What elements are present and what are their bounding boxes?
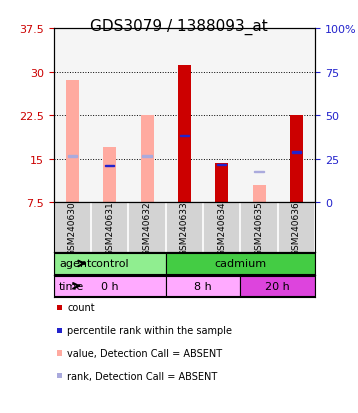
Text: percentile rank within the sample: percentile rank within the sample (67, 325, 232, 335)
Text: 8 h: 8 h (194, 281, 212, 291)
Text: rank, Detection Call = ABSENT: rank, Detection Call = ABSENT (67, 371, 218, 381)
Text: control: control (90, 259, 129, 269)
Text: value, Detection Call = ABSENT: value, Detection Call = ABSENT (67, 348, 222, 358)
FancyBboxPatch shape (166, 254, 315, 274)
Bar (103, 148, 116, 203)
Text: GSM240631: GSM240631 (105, 200, 114, 255)
Text: agent: agent (59, 259, 91, 269)
Text: cadmium: cadmium (214, 259, 266, 269)
Text: GSM240633: GSM240633 (180, 200, 189, 255)
Text: GSM240634: GSM240634 (217, 201, 226, 255)
Bar (215, 164, 228, 203)
Bar (66, 81, 79, 203)
Text: GSM240635: GSM240635 (255, 200, 263, 255)
FancyBboxPatch shape (54, 254, 166, 274)
Bar (142, 156, 152, 157)
Bar (180, 135, 189, 137)
Bar (290, 116, 303, 203)
Text: GDS3079 / 1388093_at: GDS3079 / 1388093_at (90, 19, 268, 35)
FancyBboxPatch shape (240, 276, 315, 296)
FancyBboxPatch shape (166, 276, 240, 296)
Text: GSM240630: GSM240630 (68, 200, 77, 255)
FancyBboxPatch shape (54, 276, 166, 296)
Bar (255, 171, 264, 173)
Text: count: count (67, 303, 95, 313)
Bar (217, 164, 226, 166)
Bar (178, 65, 191, 203)
Bar (140, 116, 154, 203)
Text: time: time (59, 281, 84, 291)
Bar (68, 156, 77, 157)
Text: 0 h: 0 h (101, 281, 118, 291)
Bar (105, 166, 114, 167)
Bar (252, 185, 266, 203)
Text: GSM240632: GSM240632 (142, 201, 151, 255)
Text: 20 h: 20 h (265, 281, 290, 291)
Bar (292, 152, 301, 153)
Text: GSM240636: GSM240636 (292, 200, 301, 255)
